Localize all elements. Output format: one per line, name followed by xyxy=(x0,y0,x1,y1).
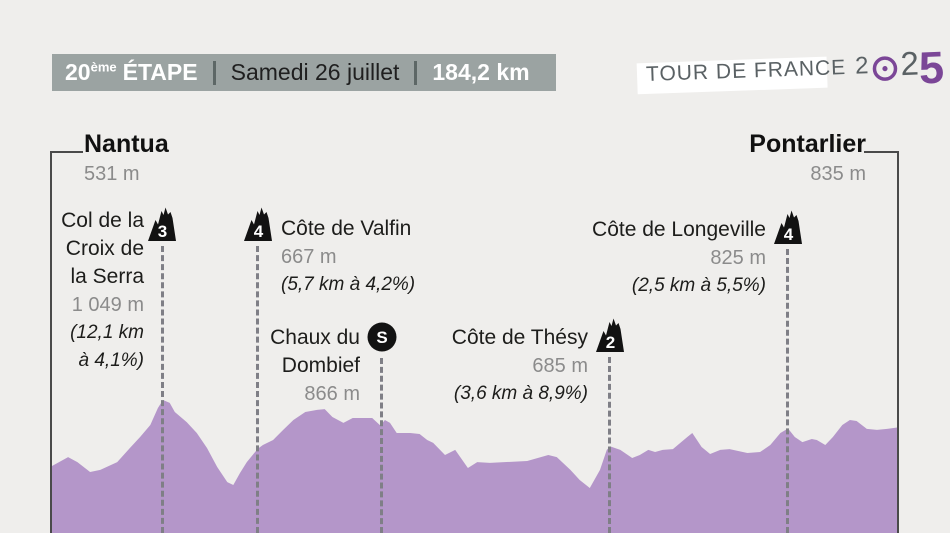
start-altitude: 531 m xyxy=(84,163,140,185)
climb-label-cote-de-valfin: Côte de Valfin 667 m (5,7 km à 4,2%) xyxy=(281,215,415,299)
logo-brand-text: TOUR DE FRANCE xyxy=(645,56,847,86)
climb-altitude: 1 049 m xyxy=(71,294,144,316)
stage-word: ÉTAPE xyxy=(122,59,198,85)
climb-name-line: Croix de xyxy=(65,237,144,260)
finish-boundary-line xyxy=(897,151,899,533)
climb-guide-line xyxy=(786,249,789,533)
tour-de-france-logo: TOUR DE FRANCE 2 2 5 xyxy=(633,41,945,99)
finish-tick-line xyxy=(864,151,899,153)
start-name: Nantua xyxy=(84,130,169,158)
climb-name-line: Côte de Longeville xyxy=(592,218,766,241)
finish-name: Pontarlier xyxy=(749,130,866,158)
sprint-letter: S xyxy=(376,328,387,347)
climb-category-number: 2 xyxy=(606,333,615,352)
climb-name-line: Côte de Valfin xyxy=(281,217,412,240)
climb-guide-line xyxy=(256,246,259,533)
stage-distance: 184,2 km xyxy=(432,59,530,85)
stage-banner: 20ème ÉTAPE Samedi 26 juillet 184,2 km xyxy=(52,54,556,91)
climb-guide-line xyxy=(608,357,611,533)
climb-category-number: 4 xyxy=(254,222,264,241)
sprint-icon: S xyxy=(367,322,397,352)
stage-ordinal-suffix: ème xyxy=(90,59,117,75)
stage-number: 20 xyxy=(65,59,91,85)
logo-year-digit: 5 xyxy=(918,41,945,94)
climb-detail-line: à 4,1%) xyxy=(78,350,144,371)
climb-detail-line: (12,1 km xyxy=(70,322,144,343)
sprint-name-line: Chaux du xyxy=(270,326,360,349)
elevation-profile xyxy=(52,390,899,533)
bicycle-wheel-icon xyxy=(872,56,897,81)
banner-divider xyxy=(414,60,418,85)
start-boundary-line xyxy=(50,151,52,533)
climb-detail-line: (3,6 km à 8,9%) xyxy=(453,383,588,404)
banner-divider xyxy=(212,60,216,85)
sprint-altitude: 866 m xyxy=(304,383,360,405)
climb-detail-line: (2,5 km à 5,5%) xyxy=(631,275,766,296)
stage-title: 20ème ÉTAPE xyxy=(65,59,198,86)
logo-year-digit: 2 xyxy=(899,44,920,83)
climb-guide-line xyxy=(161,246,164,533)
mountain-category-icon: 3 xyxy=(148,207,176,241)
start-tick-line xyxy=(50,151,83,153)
sprint-label-chaux-du-dombief: Chaux du Dombief 866 m xyxy=(222,324,360,408)
climb-altitude: 685 m xyxy=(532,355,588,377)
logo-year-digit: 2 xyxy=(854,52,869,80)
climb-name-line: Côte de Thésy xyxy=(451,326,588,349)
mountain-category-icon: 2 xyxy=(596,318,624,352)
climb-altitude: 825 m xyxy=(710,247,766,269)
climb-category-number: 4 xyxy=(784,225,794,244)
sprint-guide-line xyxy=(380,358,383,533)
sprint-name-line: Dombief xyxy=(281,354,360,377)
climb-label-cote-de-longeville: Côte de Longeville 825 m (2,5 km à 5,5%) xyxy=(546,216,766,300)
climb-category-number: 3 xyxy=(158,222,167,241)
climb-label-col-de-la-croix-de-la-serra: Col de la Croix de la Serra 1 049 m (12,… xyxy=(36,207,144,375)
climb-name-line: Col de la xyxy=(61,209,144,232)
mountain-category-icon: 4 xyxy=(774,210,802,244)
climb-label-cote-de-thesy: Côte de Thésy 685 m (3,6 km à 8,9%) xyxy=(398,324,588,408)
climb-detail-line: (5,7 km à 4,2%) xyxy=(281,274,416,295)
finish-altitude: 835 m xyxy=(810,163,866,185)
elevation-area xyxy=(52,400,899,533)
stage-date: Samedi 26 juillet xyxy=(230,59,400,85)
mountain-category-icon: 4 xyxy=(244,207,272,241)
finish-location: Pontarlier 835 m xyxy=(666,130,866,186)
climb-name-line: la Serra xyxy=(70,265,144,288)
climb-altitude: 667 m xyxy=(281,246,337,268)
start-location: Nantua 531 m xyxy=(84,130,169,186)
